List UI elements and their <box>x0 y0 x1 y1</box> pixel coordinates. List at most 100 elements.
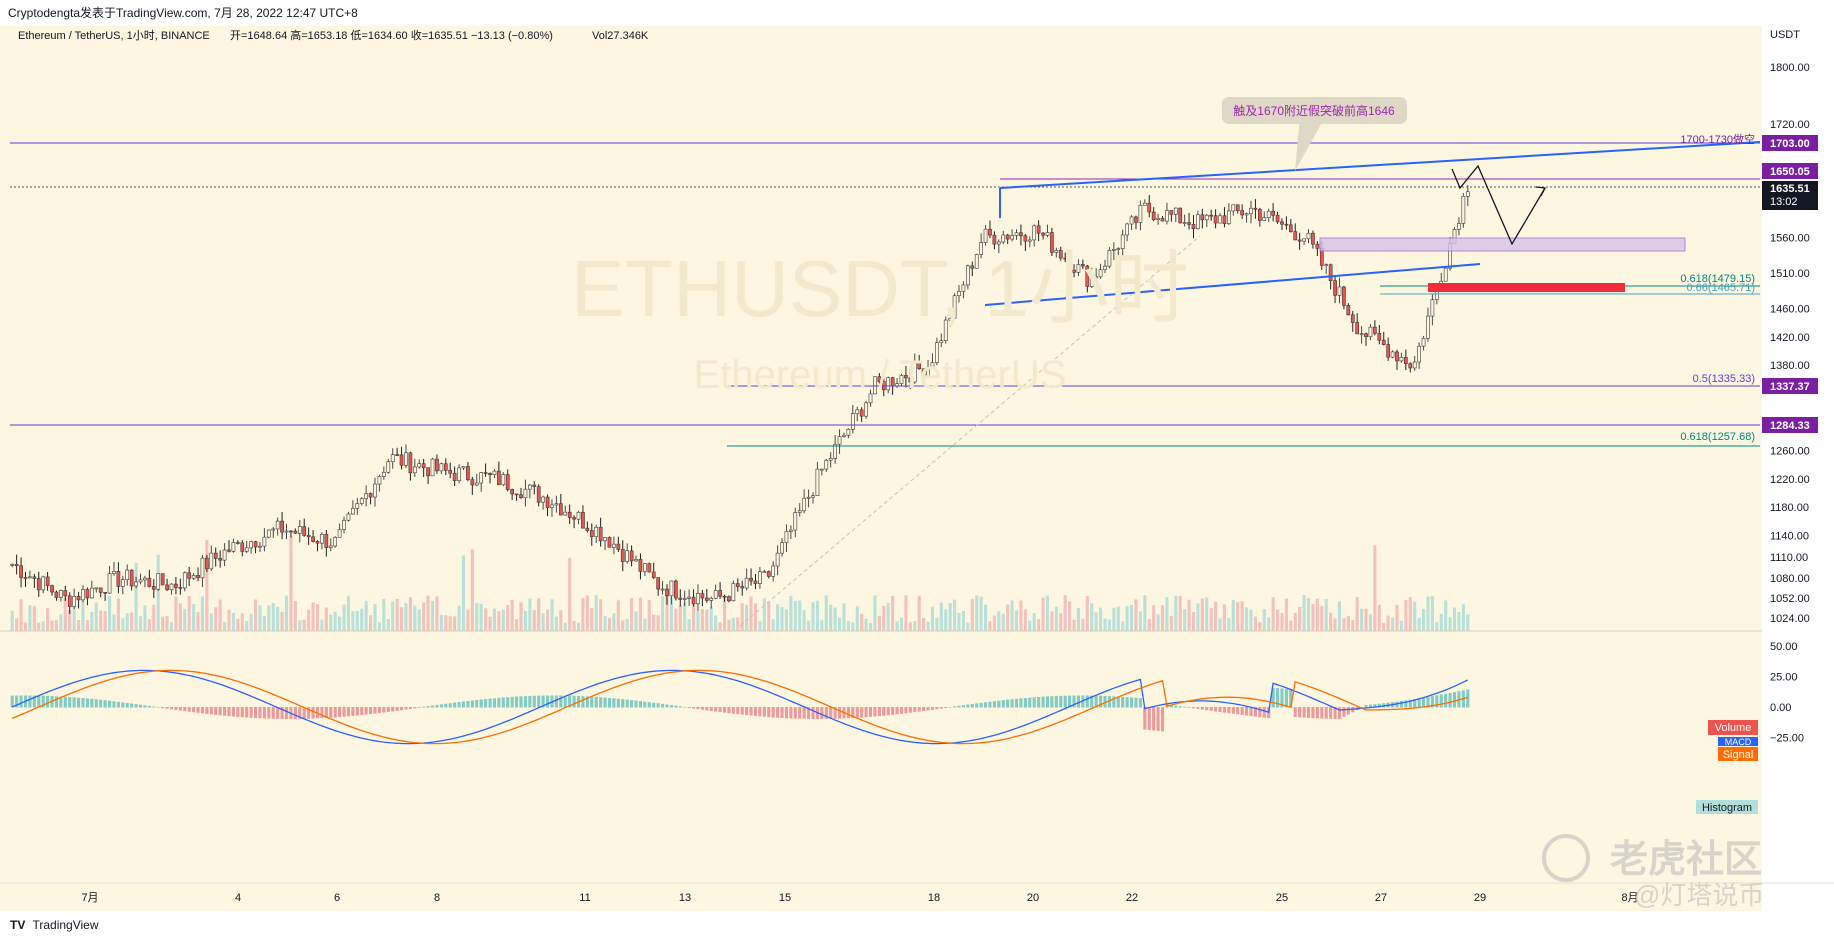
volume-bar <box>767 601 771 631</box>
histogram-bar <box>528 695 532 708</box>
volume-bar <box>1231 599 1235 631</box>
histogram-bar <box>196 707 200 713</box>
volume-bar <box>780 606 784 631</box>
candle-body <box>775 552 780 567</box>
volume-bar <box>523 610 527 631</box>
candle-body <box>965 265 970 286</box>
volume-bar <box>1090 603 1094 631</box>
candle-body <box>461 466 466 469</box>
histogram-bar <box>417 707 421 708</box>
candle-body <box>417 463 422 468</box>
volume-bar <box>121 618 125 631</box>
volume-bar <box>1196 603 1200 631</box>
candle-body <box>244 547 249 552</box>
candle-body <box>222 549 227 561</box>
candle-body <box>377 476 382 485</box>
date-tick-label: 13 <box>679 892 691 904</box>
histogram-bar <box>138 704 143 708</box>
candle-body <box>501 474 506 486</box>
support-zone[interactable] <box>1428 283 1625 292</box>
candle-body <box>886 377 891 391</box>
resistance-zone[interactable] <box>1319 237 1686 252</box>
candle-body <box>1036 225 1041 234</box>
histogram-bar <box>178 707 182 711</box>
footer-brand[interactable]: TradingView <box>32 918 99 932</box>
histogram-bar <box>908 707 912 713</box>
histogram-bar <box>625 699 629 708</box>
histogram-bar <box>156 707 160 708</box>
volume-bar <box>1240 601 1244 631</box>
volume-bar <box>484 608 488 631</box>
histogram-bar <box>1399 700 1403 708</box>
histogram-bar <box>1200 707 1204 710</box>
volume-bar <box>687 619 691 631</box>
histogram-bar <box>227 707 231 717</box>
label-1284-bg <box>1762 417 1818 433</box>
volume-bar <box>590 607 594 631</box>
volume-bar <box>607 618 612 631</box>
histogram-bar <box>258 707 262 719</box>
histogram-bar <box>607 697 612 708</box>
histogram-bar <box>54 696 59 708</box>
histogram-bar <box>1054 696 1058 708</box>
volume-bar <box>37 622 41 631</box>
volume-bar <box>10 610 14 631</box>
candle-body <box>346 513 351 521</box>
lower-trendline[interactable] <box>984 263 1481 306</box>
volume-bar <box>1421 608 1426 631</box>
price-tick-label: 1560.00 <box>1770 232 1810 244</box>
label-1284[interactable]: 1284.33 <box>1770 420 1810 432</box>
volume-bar <box>749 596 753 631</box>
histogram-bar <box>1315 707 1319 719</box>
date-tick-label: 27 <box>1375 892 1387 904</box>
histogram-bar <box>1050 696 1054 708</box>
candle-body <box>1169 210 1174 215</box>
volume-bar <box>922 617 926 631</box>
label-1703[interactable]: 1703.00 <box>1770 138 1810 150</box>
histogram-bar <box>130 703 134 708</box>
histogram-bar <box>1448 692 1452 708</box>
volume-bar <box>846 621 850 631</box>
candle-body <box>1058 250 1063 259</box>
volume-bar <box>453 616 457 631</box>
volume-bar <box>753 603 758 631</box>
volume-bar <box>1125 605 1129 631</box>
upper-trendline[interactable] <box>999 141 1761 189</box>
price-axis[interactable] <box>1762 26 1834 911</box>
label-1650[interactable]: 1650.05 <box>1770 166 1810 178</box>
histogram-bar <box>1059 695 1063 708</box>
volume-bar <box>205 539 209 631</box>
label-1337-bg <box>1762 378 1818 394</box>
candle-body <box>541 496 545 503</box>
histogram-bar <box>444 703 448 708</box>
histogram-bar <box>320 707 324 719</box>
histogram-bar <box>209 707 213 715</box>
volume-bar <box>758 620 762 631</box>
histogram-bar <box>868 707 873 717</box>
candle-body <box>253 541 258 548</box>
candle-body <box>1364 333 1368 338</box>
volume-bar <box>532 610 536 631</box>
time-axis[interactable] <box>0 884 1762 911</box>
volume-bar <box>81 601 85 631</box>
candle-body <box>483 472 488 474</box>
price-chart[interactable]: 触及1670附近假突破前高1646 1700-1730做空 0.618(1479… <box>0 26 1834 911</box>
candle-body <box>205 557 209 570</box>
volume-bar <box>386 619 390 631</box>
candle-body <box>1426 315 1430 339</box>
label-current-price[interactable]: 1635.51 <box>1770 183 1810 195</box>
candle-body <box>1027 239 1032 242</box>
histogram-bar <box>351 707 355 716</box>
histogram-bar <box>899 707 904 714</box>
candle-body <box>625 550 630 562</box>
label-1337[interactable]: 1337.37 <box>1770 381 1810 393</box>
candle-body <box>647 563 652 573</box>
volume-bar <box>948 603 952 631</box>
volume-bar <box>860 614 864 631</box>
volume-bar <box>661 596 665 631</box>
histogram-bar <box>1368 704 1373 708</box>
volume-bar <box>147 619 151 631</box>
candle-body <box>457 467 461 481</box>
histogram-bar <box>882 707 886 716</box>
histogram-bar <box>373 707 377 714</box>
